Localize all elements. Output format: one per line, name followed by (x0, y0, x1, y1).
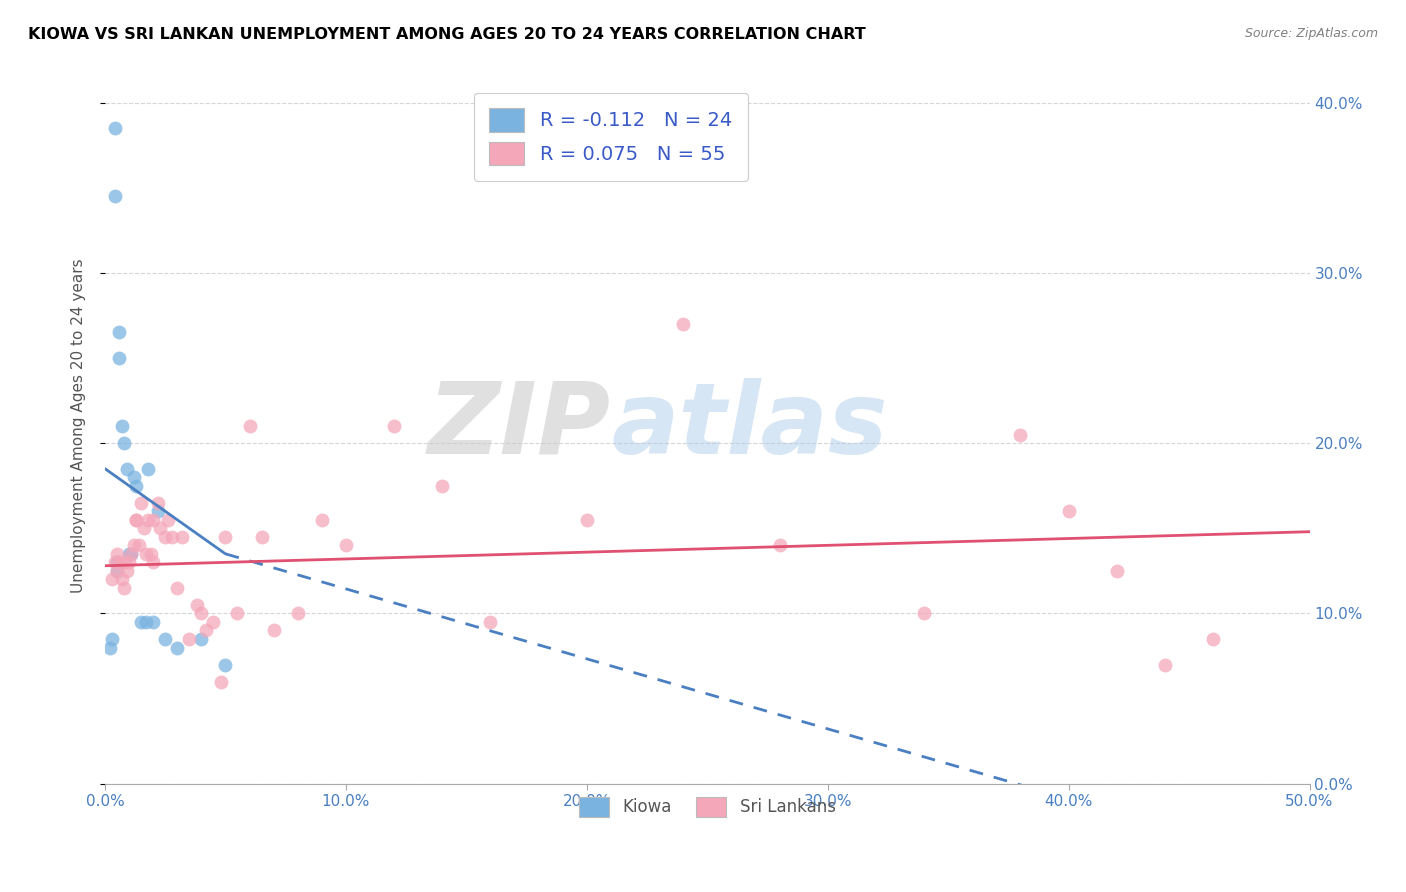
Point (311, 513, 333, 527)
Point (104, 189, 127, 203)
Text: KIOWA VS SRI LANKAN UNEMPLOYMENT AMONG AGES 20 TO 24 YEARS CORRELATION CHART: KIOWA VS SRI LANKAN UNEMPLOYMENT AMONG A… (28, 27, 866, 42)
Y-axis label: Unemployment Among Ages 20 to 24 years: Unemployment Among Ages 20 to 24 years (72, 259, 86, 593)
Legend: Kiowa, Sri Lankans: Kiowa, Sri Lankans (571, 789, 844, 825)
Point (105, 564, 128, 578)
Point (112, 555, 135, 569)
Text: atlas: atlas (610, 377, 887, 475)
Point (111, 419, 134, 434)
Point (238, 419, 260, 434)
Point (105, 555, 128, 569)
Point (132, 521, 155, 535)
Point (101, 632, 124, 646)
Point (479, 615, 502, 629)
Point (166, 581, 188, 595)
Point (125, 513, 148, 527)
Point (382, 419, 405, 434)
Point (432, 479, 454, 493)
Text: ZIP: ZIP (427, 377, 610, 475)
Point (142, 615, 165, 629)
Point (138, 461, 160, 475)
Point (98, 640, 121, 655)
Point (263, 624, 285, 638)
Point (146, 504, 169, 518)
Point (768, 538, 790, 552)
Point (672, 317, 695, 331)
Point (125, 513, 148, 527)
Point (166, 640, 188, 655)
Point (128, 538, 150, 552)
Point (912, 607, 935, 621)
Point (202, 615, 225, 629)
Point (105, 564, 128, 578)
Point (105, 547, 128, 561)
Point (129, 615, 152, 629)
Point (118, 555, 141, 569)
Point (214, 657, 236, 672)
Point (108, 326, 131, 340)
Point (101, 573, 124, 587)
Point (108, 351, 131, 365)
Point (155, 530, 177, 544)
Point (186, 598, 208, 612)
Point (122, 538, 145, 552)
Point (139, 547, 162, 561)
Point (162, 530, 184, 544)
Point (287, 607, 309, 621)
Point (1057, 504, 1080, 518)
Point (179, 632, 201, 646)
Point (155, 632, 177, 646)
Point (108, 555, 131, 569)
Point (121, 547, 143, 561)
Point (190, 607, 212, 621)
Point (146, 496, 169, 510)
Point (149, 521, 172, 535)
Point (195, 624, 218, 638)
Point (250, 530, 273, 544)
Point (135, 547, 157, 561)
Point (156, 513, 179, 527)
Point (115, 461, 138, 475)
Point (112, 581, 135, 595)
Point (214, 530, 236, 544)
Point (125, 479, 148, 493)
Point (142, 555, 165, 569)
Point (138, 513, 160, 527)
Point (575, 513, 598, 527)
Point (226, 607, 249, 621)
Point (190, 632, 212, 646)
Point (335, 538, 357, 552)
Point (115, 564, 138, 578)
Point (129, 496, 152, 510)
Point (112, 436, 135, 450)
Point (142, 513, 165, 527)
Point (1202, 632, 1225, 646)
Point (104, 121, 127, 136)
Point (1105, 564, 1128, 578)
Point (135, 615, 157, 629)
Point (118, 547, 141, 561)
Point (1154, 657, 1177, 672)
Point (104, 555, 127, 569)
Point (209, 674, 232, 689)
Point (111, 573, 134, 587)
Point (121, 547, 143, 561)
Point (122, 470, 145, 484)
Point (1010, 427, 1032, 442)
Point (172, 530, 194, 544)
Text: Source: ZipAtlas.com: Source: ZipAtlas.com (1244, 27, 1378, 40)
